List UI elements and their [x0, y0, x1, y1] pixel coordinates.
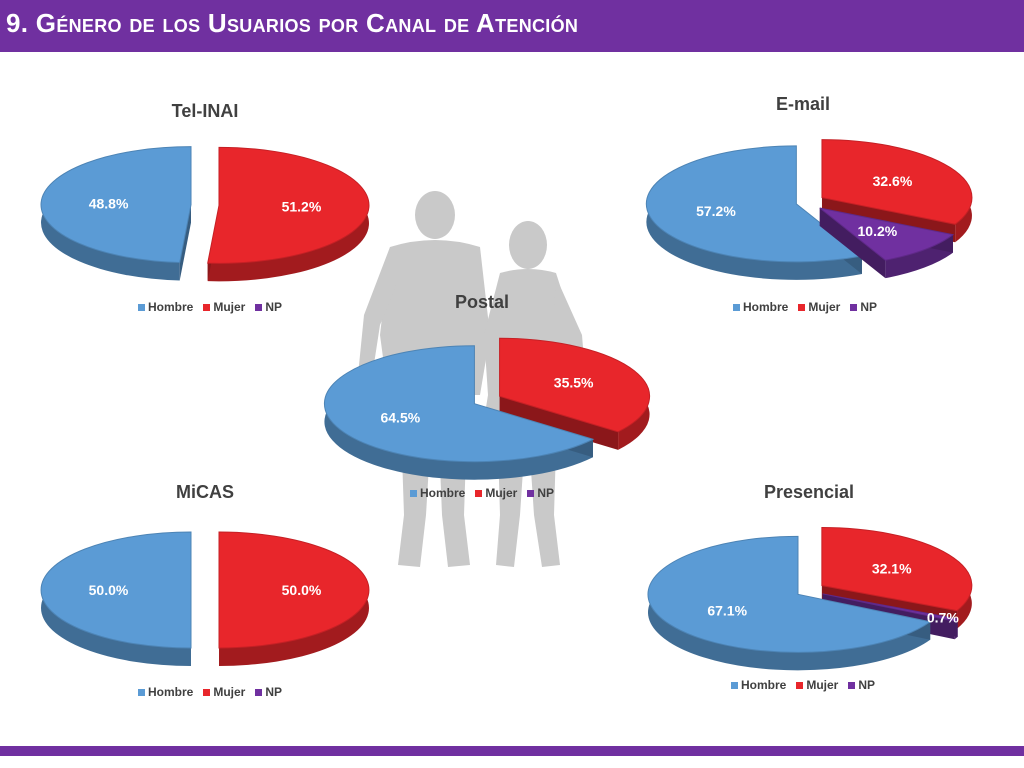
- legend: Hombre Mujer NP: [40, 685, 380, 699]
- legend-swatch: [255, 303, 263, 311]
- legend-item-np: NP: [848, 678, 875, 692]
- header-bar: 9. Género de los Usuarios por Canal de A…: [0, 0, 1024, 52]
- legend-item-hombre: Hombre: [137, 685, 194, 699]
- data-label-hombre: 50.0%: [89, 582, 129, 598]
- pie-slice-mujer: [207, 146, 370, 282]
- legend-label: Hombre: [419, 486, 466, 500]
- legend-swatch: [137, 688, 145, 696]
- legend-item-mujer: Mujer: [203, 685, 245, 699]
- legend-swatch: [475, 489, 483, 497]
- chart-postal: Postal 64.5% 35.5% Hombre Mujer NP: [322, 290, 662, 520]
- chart-title: E-mail: [775, 94, 831, 114]
- pie-slice-hombre: [40, 146, 192, 281]
- legend: Hombre Mujer NP: [633, 678, 973, 692]
- legend-label: Mujer: [485, 486, 518, 500]
- data-label-np: 10.2%: [858, 223, 898, 239]
- data-label-hombre: 67.1%: [707, 603, 747, 619]
- chart-title: MiCAS: [176, 482, 234, 502]
- pie-slice-hombre: [323, 345, 595, 480]
- legend-label: NP: [265, 685, 283, 699]
- pie-chart: 64.5% 35.5%: [323, 337, 651, 480]
- legend-swatch: [796, 681, 804, 689]
- data-label-hombre: 48.8%: [89, 195, 129, 211]
- legend-label: NP: [537, 486, 555, 500]
- legend-item-mujer: Mujer: [203, 300, 245, 314]
- page-title: 9. Género de los Usuarios por Canal de A…: [6, 8, 579, 38]
- data-label-mujer: 32.6%: [873, 173, 913, 189]
- legend-swatch: [203, 688, 211, 696]
- legend-swatch: [409, 489, 417, 497]
- legend-swatch: [850, 303, 858, 311]
- legend-label: Hombre: [742, 300, 789, 314]
- legend-item-hombre: Hombre: [732, 300, 789, 314]
- pie-chart: 50.0% 50.0%: [40, 531, 370, 666]
- legend-item-hombre: Hombre: [730, 678, 787, 692]
- legend-label: NP: [860, 300, 878, 314]
- chart-title: Presencial: [763, 482, 855, 502]
- legend-label: Hombre: [147, 300, 194, 314]
- legend-item-mujer: Mujer: [798, 300, 840, 314]
- data-label-mujer: 51.2%: [282, 199, 322, 215]
- legend-swatch: [137, 303, 145, 311]
- chart-title: Tel-INAI: [171, 101, 239, 121]
- footer-bar: [0, 746, 1024, 756]
- pie-chart: 57.2% 32.6% 10.2%: [645, 139, 973, 280]
- legend-item-np: NP: [850, 300, 877, 314]
- legend-label: Mujer: [213, 685, 246, 699]
- legend-item-mujer: Mujer: [796, 678, 838, 692]
- data-label-np: 0.7%: [927, 609, 959, 625]
- legend-item-hombre: Hombre: [137, 300, 194, 314]
- legend: Hombre Mujer NP: [40, 300, 380, 314]
- legend-swatch: [848, 681, 856, 689]
- chart-email: E-mail 57.2% 32.6% 10.2% Hombre Mujer NP: [645, 92, 985, 322]
- data-label-mujer: 35.5%: [554, 374, 594, 390]
- chart-tel-inai: Tel-INAI 48.8% 51.2% Hombre Mujer NP: [40, 95, 380, 325]
- data-label-mujer: 32.1%: [872, 561, 912, 577]
- pie-chart: 67.1% 32.1% 0.7%: [647, 527, 973, 671]
- pie-slice-hombre: [647, 535, 932, 671]
- legend-item-hombre: Hombre: [409, 486, 466, 500]
- pie-slice-mujer: [499, 337, 651, 450]
- data-label-hombre: 57.2%: [696, 203, 736, 219]
- legend-item-np: NP: [255, 685, 282, 699]
- legend-item-mujer: Mujer: [475, 486, 517, 500]
- legend-swatch: [732, 303, 740, 311]
- chart-title: Postal: [454, 292, 510, 312]
- chart-presencial: Presencial 67.1% 32.1% 0.7% Hombre Mujer NP: [645, 480, 985, 710]
- legend: Hombre Mujer NP: [635, 300, 975, 314]
- legend-item-np: NP: [527, 486, 554, 500]
- data-label-mujer: 50.0%: [282, 582, 322, 598]
- pie-slice-hombre: [40, 531, 192, 666]
- legend-swatch: [255, 688, 263, 696]
- legend-swatch: [798, 303, 806, 311]
- legend-label: Mujer: [808, 300, 841, 314]
- legend-label: Mujer: [806, 678, 839, 692]
- legend-swatch: [527, 489, 535, 497]
- pie-chart: 48.8% 51.2%: [40, 146, 370, 282]
- chart-micas: MiCAS 50.0% 50.0% Hombre Mujer NP: [40, 480, 380, 710]
- legend: Hombre Mujer NP: [312, 486, 652, 500]
- legend-label: NP: [265, 300, 283, 314]
- legend-label: Hombre: [740, 678, 787, 692]
- pie-slice-np: [819, 207, 955, 279]
- legend-label: Hombre: [147, 685, 194, 699]
- pie-slice-hombre: [645, 145, 864, 280]
- legend-label: Mujer: [213, 300, 246, 314]
- legend-item-np: NP: [255, 300, 282, 314]
- pie-slice-mujer: [218, 531, 370, 666]
- legend-swatch: [203, 303, 211, 311]
- legend-swatch: [730, 681, 738, 689]
- data-label-hombre: 64.5%: [380, 410, 420, 426]
- legend-label: NP: [858, 678, 876, 692]
